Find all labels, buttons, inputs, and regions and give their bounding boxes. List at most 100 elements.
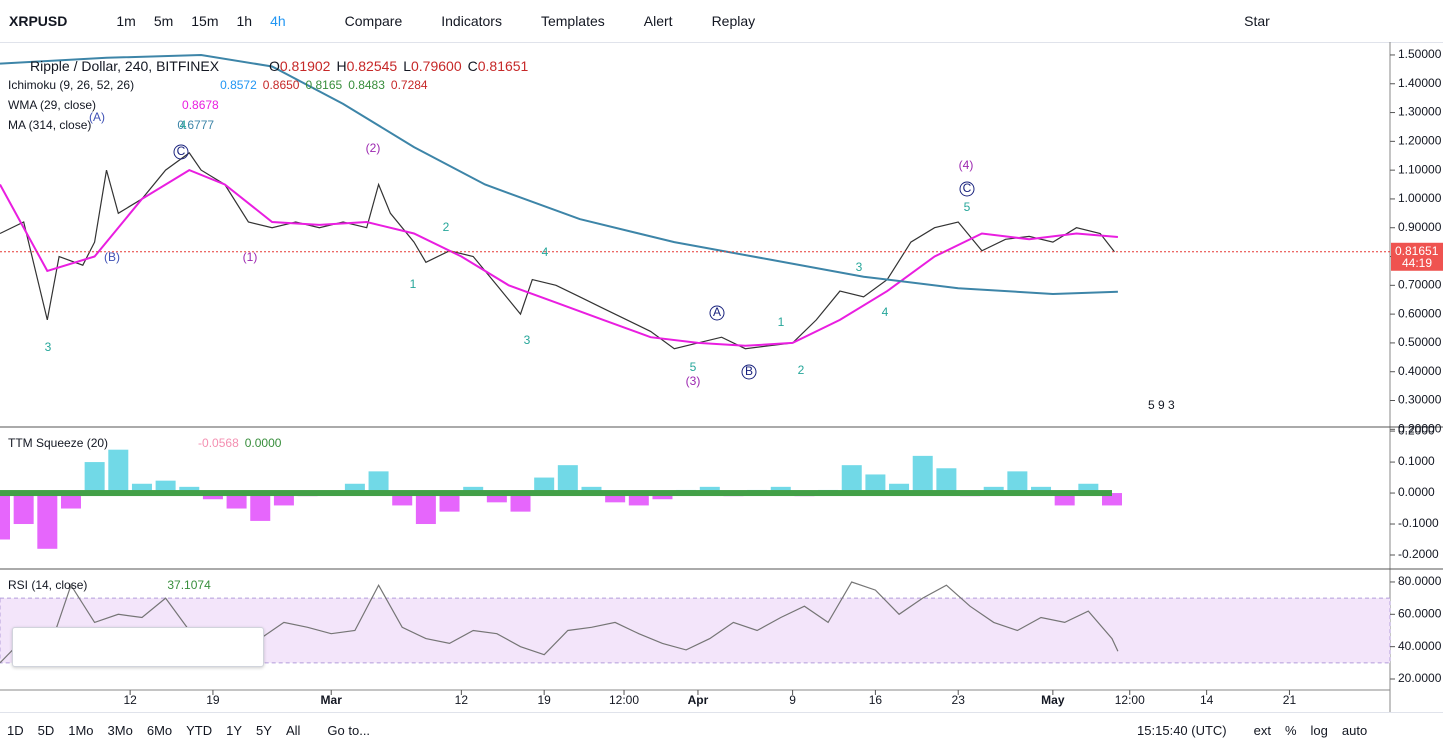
y-tick-label: 40.0000 (1398, 639, 1442, 653)
period[interactable]: 1Mo (68, 722, 94, 738)
interval[interactable]: 15m (191, 13, 219, 29)
y-tick-label: 20.0000 (1398, 671, 1442, 685)
label: MA (314, close) (8, 118, 92, 132)
interval[interactable]: 4h (270, 13, 286, 29)
histogram-bar (273, 493, 294, 506)
interval[interactable]: 5m (153, 13, 174, 29)
y-tick-label: 1.40000 (1398, 76, 1442, 90)
scale-opt[interactable]: log (1310, 722, 1328, 738)
x-tick-label: 12 (455, 693, 469, 707)
interval[interactable]: 1h (236, 13, 253, 29)
x-tick-label: 16 (869, 693, 883, 707)
label: Ichimoku (9, 26, 52, 26) (8, 78, 135, 92)
indicator-legend: MA (314, close) 0.6777 (8, 118, 214, 132)
series-line (0, 152, 1115, 350)
button[interactable]: Compare (344, 13, 403, 29)
period[interactable]: All (285, 722, 301, 738)
ohlc-value: 0.79600 (411, 58, 462, 74)
y-tick-label: 1.00000 (1398, 191, 1442, 205)
histogram-bar (463, 486, 484, 494)
period[interactable]: 3Mo (107, 722, 133, 738)
value: -0.0568 (198, 436, 239, 450)
wave-circle (709, 305, 725, 321)
value: 0.8650 (262, 78, 300, 92)
wave-label: (2) (366, 141, 381, 155)
period[interactable]: YTD (186, 722, 213, 738)
value: 0.8165 (305, 78, 343, 92)
histogram-bar (534, 477, 555, 494)
ohlc-value: 0.81651 (477, 58, 529, 74)
wave-label: A (713, 305, 721, 319)
button[interactable]: Replay (711, 13, 756, 29)
wave-label: C (177, 144, 186, 158)
histogram-bar (628, 493, 649, 506)
histogram-bar (581, 486, 602, 494)
period[interactable]: 1D (7, 722, 24, 738)
value: 0.8483 (348, 78, 385, 92)
histogram-bar (344, 483, 365, 494)
histogram-bar (936, 468, 957, 494)
y-tick-label: 0.0000 (1398, 485, 1435, 499)
drawing-toolbar[interactable] (12, 627, 264, 667)
wave-circle (959, 181, 975, 197)
button[interactable]: Templates (540, 13, 605, 29)
histogram-bar (155, 480, 176, 494)
histogram-bar (439, 493, 460, 512)
x-tick-label: 12 (123, 693, 137, 707)
wave-label: (A) (89, 110, 105, 124)
histogram-bar (652, 493, 673, 500)
wave-label: B (745, 364, 753, 378)
histogram-bar (605, 493, 626, 503)
value: 0.6777 (177, 118, 215, 132)
button[interactable]: Star (1244, 13, 1270, 29)
series-line (0, 168, 1118, 347)
x-tick-label: Mar (321, 693, 343, 707)
ohlc-value: 0.81902 (279, 58, 331, 74)
wave-label: (1) (243, 250, 258, 264)
squeeze-legend: TTM Squeeze (20) -0.0568 0.0000 (8, 436, 281, 450)
main-legend: Ripple / Dollar, 240, BITFINEX O0.81902 H… (8, 58, 528, 74)
period[interactable]: 1Y (226, 722, 243, 738)
ohlc-key: H (336, 58, 347, 74)
legend-title: Ripple / Dollar, 240, BITFINEX (30, 58, 220, 74)
period[interactable]: 5D (37, 722, 55, 738)
histogram-bar (392, 493, 413, 506)
x-tick-label: 12:00 (609, 693, 639, 707)
wave-label: 1 (410, 277, 417, 291)
wave-label: (4) (959, 158, 974, 172)
goto[interactable]: Go to... (327, 722, 371, 738)
scale-opt[interactable]: % (1284, 722, 1297, 738)
period[interactable]: 6Mo (146, 722, 173, 738)
histogram-bar (84, 462, 105, 494)
label: TTM Squeeze (20) (8, 436, 109, 450)
histogram-bar (983, 486, 1004, 494)
histogram-bar (1078, 483, 1099, 494)
y-tick-label: 0.30000 (1398, 393, 1442, 407)
wave-label: (3) (686, 374, 701, 388)
y-tick-label: -0.2000 (1398, 547, 1439, 561)
x-tick-label: 19 (206, 693, 220, 707)
value: 0.8572 (220, 78, 257, 92)
wave-label: 2 (443, 220, 450, 234)
x-tick-label: 21 (1283, 693, 1297, 707)
scale-opt[interactable]: auto (1341, 722, 1368, 738)
histogram-bar (415, 493, 436, 525)
label: RSI (14, close) (8, 578, 88, 592)
period[interactable]: 5Y (256, 722, 272, 738)
scale-opt[interactable]: ext (1253, 722, 1271, 738)
x-tick-label: May (1041, 693, 1065, 707)
ohlc: O0.81902 H0.82545 L0.79600 C0.81651 (263, 58, 528, 74)
label: WMA (29, close) (8, 98, 97, 112)
wave-label: 1 (778, 315, 785, 329)
button[interactable]: Alert (643, 13, 673, 29)
indicator-legend: WMA (29, close) 0.8678 (8, 98, 219, 112)
interval[interactable]: 1m (116, 13, 136, 29)
x-tick-label: 23 (952, 693, 966, 707)
symbol[interactable]: XRPUSD (9, 13, 68, 29)
y-tick-label: 60.0000 (1398, 606, 1442, 620)
x-tick-label: Apr (688, 693, 709, 707)
histogram-bar (841, 465, 862, 494)
button[interactable]: Indicators (441, 13, 502, 29)
